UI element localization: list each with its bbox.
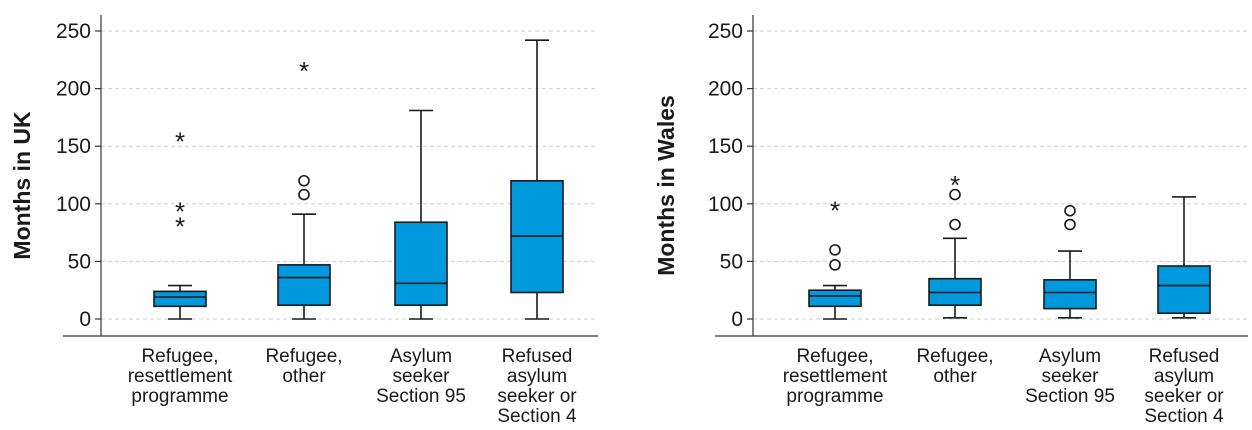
x-category-label: Asylum seeker Section 95 (376, 346, 466, 407)
extreme-outlier-star: * (175, 212, 185, 242)
y-tick-label: 0 (731, 308, 743, 331)
y-tick-label: 50 (720, 250, 743, 273)
y-axis-label: Months in Wales (653, 95, 679, 276)
outlier-circle (298, 188, 310, 201)
x-category-label: Refugee, resettlement programme (128, 346, 233, 407)
x-category-label: Refugee, other (265, 346, 342, 387)
extreme-outlier-star: * (299, 56, 309, 86)
outlier-circle (1064, 218, 1076, 231)
outlier-circle (298, 174, 310, 187)
extreme-outlier-star: * (830, 195, 840, 225)
x-category-label: Refused asylum seeker or Section 4 (1144, 346, 1224, 427)
box-group (394, 109, 448, 320)
box-group (1043, 204, 1097, 319)
iqr-box (277, 264, 331, 306)
iqr-box (153, 290, 207, 308)
y-tick-label: 100 (708, 193, 743, 216)
outlier-circle (829, 244, 841, 256)
x-category-label: Refugee, resettlement programme (783, 346, 888, 407)
chart-panel-wales: 0 50 100 150 200 250 Months in Wales * Refugee, r… (653, 15, 1248, 427)
box-group (510, 39, 564, 320)
y-tick-label: 0 (79, 308, 91, 331)
box-group (1157, 196, 1211, 319)
y-tick-label: 50 (68, 250, 91, 273)
outlier-circle (949, 188, 961, 201)
box-group: * (928, 170, 982, 319)
box-group: *** (153, 126, 207, 320)
y-tick-label: 150 (56, 135, 91, 158)
extreme-outlier-star: * (950, 170, 960, 200)
box-group: * (808, 195, 862, 320)
iqr-box (394, 221, 448, 306)
y-axis-label: Months in UK (9, 111, 35, 260)
iqr-box (808, 289, 862, 308)
extreme-outlier-star: * (175, 197, 185, 227)
x-category-label: Refugee, other (916, 346, 993, 387)
outlier-circle (829, 259, 841, 271)
y-tick-label: 250 (708, 20, 743, 43)
y-tick-label: 150 (708, 135, 743, 158)
y-tick-label: 200 (708, 78, 743, 101)
y-tick-label: 200 (56, 78, 91, 101)
extreme-outlier-star: * (175, 126, 185, 156)
iqr-box (1157, 265, 1211, 315)
x-category-label: Refused asylum seeker or Section 4 (497, 346, 577, 427)
x-category-label: Asylum seeker Section 95 (1025, 346, 1115, 407)
y-tick-label: 250 (56, 20, 91, 43)
y-tick-label: 100 (56, 193, 91, 216)
outlier-circle (1064, 204, 1076, 217)
outlier-circle (949, 218, 961, 231)
box-group: * (277, 56, 331, 320)
iqr-box (1043, 279, 1097, 310)
